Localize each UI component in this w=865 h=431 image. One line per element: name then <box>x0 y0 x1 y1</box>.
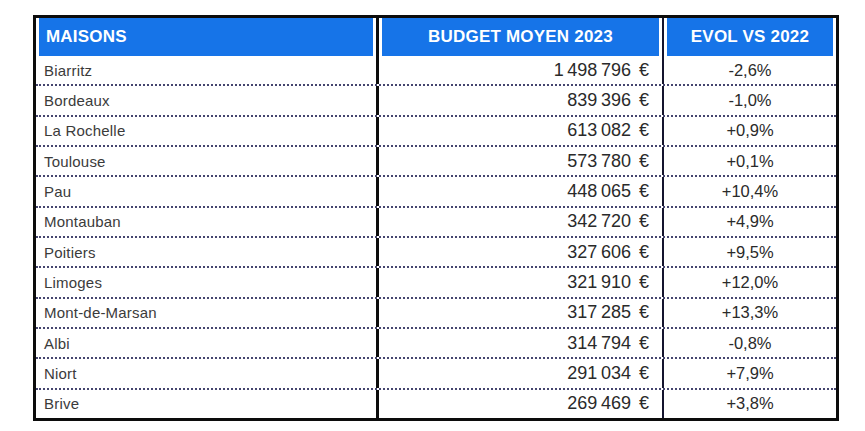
budget-cell: 448 065 € <box>376 177 662 205</box>
budget-cell: 613 082 € <box>376 117 662 145</box>
budget-amount: 269 469 <box>567 393 631 414</box>
budget-amount: 613 082 <box>567 120 631 141</box>
evol-cell: -0,8% <box>662 329 836 357</box>
budget-cell: 573 780 € <box>376 147 662 175</box>
budget-cell: 839 396 € <box>376 86 662 114</box>
table-row: Mont-de-Marsan 317 285 € +13,3% <box>36 299 836 329</box>
col-header-evol-label: EVOL VS 2022 <box>667 18 833 56</box>
table-row: Brive 269 469 € +3,8% <box>36 390 836 418</box>
budget-amount: 317 285 <box>567 302 631 323</box>
evol-cell: +4,9% <box>662 208 836 236</box>
budget-amount: 291 034 <box>567 363 631 384</box>
evol-cell: +9,5% <box>662 238 836 266</box>
evol-cell: +10,4% <box>662 177 836 205</box>
table-row: Niort 291 034 € +7,9% <box>36 359 836 389</box>
budget-cell: 317 285 € <box>376 299 662 327</box>
euro-sign: € <box>639 90 649 111</box>
budget-amount: 448 065 <box>567 181 631 202</box>
budget-cell: 1 498 796 € <box>376 56 662 84</box>
euro-sign: € <box>639 302 649 323</box>
table-row: Biarritz 1 498 796 € -2,6% <box>36 56 836 86</box>
budget-cell: 327 606 € <box>376 238 662 266</box>
city-cell: Pau <box>36 177 376 205</box>
budget-amount: 573 780 <box>567 151 631 172</box>
table-row: La Rochelle 613 082 € +0,9% <box>36 117 836 147</box>
budget-amount: 321 910 <box>567 272 631 293</box>
city-cell: Montauban <box>36 208 376 236</box>
budget-cell: 314 794 € <box>376 329 662 357</box>
city-cell: Mont-de-Marsan <box>36 299 376 327</box>
budget-amount: 1 498 796 <box>554 60 631 81</box>
budget-amount: 327 606 <box>567 242 631 263</box>
evol-cell: -2,6% <box>662 56 836 84</box>
table-row: Albi 314 794 € -0,8% <box>36 329 836 359</box>
city-cell: Bordeaux <box>36 86 376 114</box>
col-header-budget-label: BUDGET MOYEN 2023 <box>382 18 659 56</box>
euro-sign: € <box>639 242 649 263</box>
table-row: Bordeaux 839 396 € -1,0% <box>36 86 836 116</box>
euro-sign: € <box>639 363 649 384</box>
col-header-maisons-label: MAISONS <box>39 18 373 56</box>
budget-table: MAISONS BUDGET MOYEN 2023 EVOL VS 2022 B… <box>33 15 839 421</box>
euro-sign: € <box>639 181 649 202</box>
euro-sign: € <box>639 393 649 414</box>
euro-sign: € <box>639 272 649 293</box>
euro-sign: € <box>639 151 649 172</box>
budget-amount: 314 794 <box>567 333 631 354</box>
evol-cell: +3,8% <box>662 390 836 418</box>
table-body: Biarritz 1 498 796 € -2,6% Bordeaux 839 3… <box>36 56 836 418</box>
evol-cell: -1,0% <box>662 86 836 114</box>
evol-cell: +7,9% <box>662 359 836 387</box>
evol-cell: +12,0% <box>662 268 836 296</box>
city-cell: Brive <box>36 390 376 418</box>
city-cell: Biarritz <box>36 56 376 84</box>
table-row: Toulouse 573 780 € +0,1% <box>36 147 836 177</box>
evol-cell: +0,1% <box>662 147 836 175</box>
euro-sign: € <box>639 211 649 232</box>
table-row: Limoges 321 910 € +12,0% <box>36 268 836 298</box>
col-header-maisons: MAISONS <box>36 18 376 56</box>
col-header-budget-moyen-2023: BUDGET MOYEN 2023 <box>376 18 662 56</box>
col-header-evol-vs-2022: EVOL VS 2022 <box>662 18 836 56</box>
table-row: Montauban 342 720 € +4,9% <box>36 208 836 238</box>
budget-cell: 342 720 € <box>376 208 662 236</box>
budget-amount: 839 396 <box>567 90 631 111</box>
table-row: Poitiers 327 606 € +9,5% <box>36 238 836 268</box>
table-row: Pau 448 065 € +10,4% <box>36 177 836 207</box>
budget-cell: 291 034 € <box>376 359 662 387</box>
city-cell: La Rochelle <box>36 117 376 145</box>
evol-cell: +0,9% <box>662 117 836 145</box>
table-header-row: MAISONS BUDGET MOYEN 2023 EVOL VS 2022 <box>36 18 836 56</box>
city-cell: Niort <box>36 359 376 387</box>
budget-cell: 321 910 € <box>376 268 662 296</box>
euro-sign: € <box>639 120 649 141</box>
city-cell: Albi <box>36 329 376 357</box>
city-cell: Limoges <box>36 268 376 296</box>
city-cell: Poitiers <box>36 238 376 266</box>
city-cell: Toulouse <box>36 147 376 175</box>
evol-cell: +13,3% <box>662 299 836 327</box>
budget-cell: 269 469 € <box>376 390 662 418</box>
budget-amount: 342 720 <box>567 211 631 232</box>
euro-sign: € <box>639 333 649 354</box>
euro-sign: € <box>639 60 649 81</box>
